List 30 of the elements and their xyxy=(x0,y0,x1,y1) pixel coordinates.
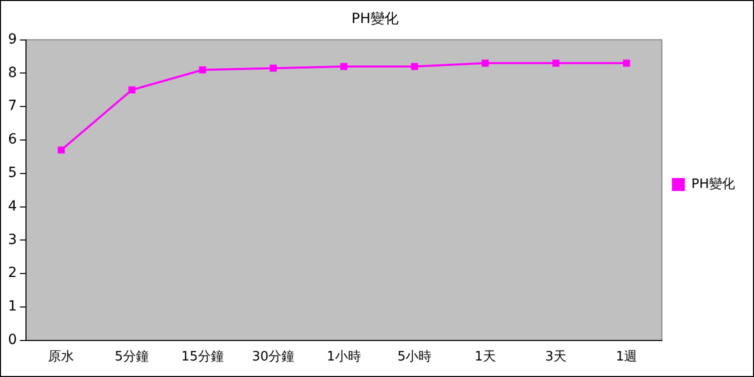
point xyxy=(199,66,206,74)
x-tick-label: 原水 xyxy=(48,350,74,365)
y-tick-label: 0 xyxy=(8,332,17,348)
y-tick-label: 3 xyxy=(8,232,17,248)
point xyxy=(340,62,348,70)
x-tick-label: 1天 xyxy=(474,350,496,365)
x-tick-label: 30分鐘 xyxy=(252,350,295,365)
y-tick-label: 4 xyxy=(8,198,17,214)
x-tick-label: 15分鐘 xyxy=(181,350,224,365)
chart-title: PH變化 xyxy=(352,11,398,28)
x-tick-label: 5小時 xyxy=(397,350,432,365)
point xyxy=(482,60,489,67)
y-tick-label: 9 xyxy=(8,31,17,48)
y-tick-label: 1 xyxy=(8,298,17,315)
y-tick-label: 8 xyxy=(8,64,17,81)
y-tick-label: 5 xyxy=(8,165,17,182)
point xyxy=(411,62,418,70)
point xyxy=(58,146,65,154)
point xyxy=(552,60,560,67)
point xyxy=(623,60,630,67)
legend-label: PH變化 xyxy=(691,176,736,192)
x-tick-label: 5分鐘 xyxy=(114,350,150,365)
x-tick-label: 1小時 xyxy=(326,350,362,365)
point xyxy=(270,64,277,72)
y-tick-label: 7 xyxy=(8,98,17,114)
y-tick-label: 2 xyxy=(8,265,17,282)
point xyxy=(128,86,136,94)
x-tick-label: 1週 xyxy=(616,350,638,365)
x-tick-label: 3天 xyxy=(545,350,567,365)
y-tick-label: 6 xyxy=(8,132,17,148)
